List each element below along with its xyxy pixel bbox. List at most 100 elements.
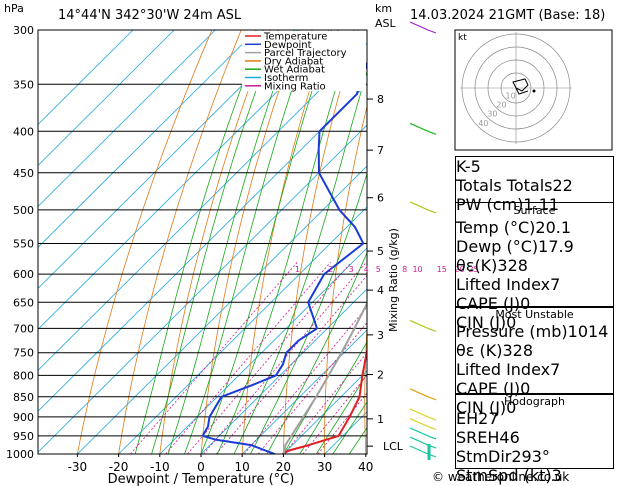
wind-barb-staff	[409, 427, 429, 437]
index-value: 3	[551, 466, 562, 485]
wind-barb-flag	[427, 425, 437, 431]
index-value: 1.11	[523, 195, 560, 214]
isotherm-line	[38, 124, 367, 453]
background-lines	[38, 30, 629, 454]
wind-barb-staff	[409, 436, 429, 446]
x-tick-label: 10	[235, 460, 250, 474]
dry-adiabat-line	[615, 30, 629, 454]
index-label: θε(K)	[456, 256, 498, 275]
index-value: 0	[506, 313, 517, 332]
legend-label: Parcel Trajectory	[264, 48, 347, 59]
index-row: K-5	[456, 157, 613, 176]
pressure-tick-label: 750	[13, 347, 34, 360]
x-tick-label: -20	[109, 460, 129, 474]
legend-label: Wet Adiabat	[264, 65, 325, 76]
pressure-tick-label: 400	[13, 125, 34, 138]
index-value: 27	[478, 409, 499, 428]
dry-adiabat-line	[77, 30, 213, 454]
pressure-tick-label: 450	[13, 167, 34, 180]
index-label: SREH	[456, 428, 500, 447]
pressure-tick-label: 350	[13, 78, 34, 91]
wind-barb-flag	[427, 396, 437, 401]
plot-frame	[37, 29, 368, 455]
mixing-ratio-line	[302, 374, 367, 454]
mixing-ratio-line	[165, 261, 331, 454]
mixing-ratio-label: 8	[402, 265, 407, 274]
index-label: CIN (J)	[456, 398, 507, 417]
index-value: 293°	[511, 447, 550, 466]
x-axis-title: Dewpoint / Temperature (°C)	[108, 472, 295, 486]
series-temperature	[282, 347, 367, 454]
km-tick-label: 3	[377, 329, 384, 342]
pressure-tick-label: 600	[13, 268, 34, 281]
isotherm-line	[77, 165, 367, 454]
index-label: StmDir	[456, 447, 512, 466]
wind-barb-staff	[409, 201, 429, 211]
wind-barb-flag	[427, 416, 437, 421]
most-unstable-title: Most Unstable	[495, 308, 574, 321]
pressure-tick-label: 850	[13, 391, 34, 404]
index-row: Temp (°C)20.1	[456, 218, 613, 237]
index-value: 0	[520, 379, 531, 398]
surface-box: Surface Temp (°C)20.1 Dewp (°C)17.9 θε(K)3…	[455, 202, 614, 332]
most-unstable-box: Most Unstable Pressure (mb)1014 θε (K)328…	[455, 306, 614, 417]
copyright: © weatheronline.co.uk	[432, 470, 570, 484]
profile-series	[201, 60, 367, 454]
pressure-tick-label: 650	[13, 296, 34, 309]
index-label: K	[456, 157, 465, 176]
index-value: 1014	[567, 322, 609, 341]
mixing-ratio-line	[130, 261, 298, 454]
index-row: PW (cm)1.11	[456, 195, 613, 214]
index-label: EH	[456, 409, 479, 428]
index-label: CIN (J)	[456, 313, 507, 332]
legend-label: Isotherm	[264, 73, 308, 84]
index-row: StmSpd (kt)3	[456, 466, 613, 485]
index-row: SREH46	[456, 428, 613, 447]
wet-adiabat-line	[151, 30, 279, 454]
mixing-ratio-label: 25	[468, 265, 478, 274]
wind-barb-staff	[409, 122, 429, 132]
index-label: Pressure (mb)	[456, 322, 568, 341]
pressure-tick-label: 700	[13, 322, 34, 335]
mixing-ratio-label: 3	[349, 265, 354, 274]
km-tick-label: 6	[377, 192, 384, 205]
x-tick-label: 30	[317, 460, 332, 474]
pressure-tick-label: 300	[13, 24, 34, 37]
index-value: 17.9	[538, 237, 574, 256]
wet-adiabat-line	[250, 172, 367, 454]
km-tick-label: LCL	[383, 440, 404, 453]
pressure-tick-label: 800	[13, 369, 34, 382]
index-value: 328	[497, 256, 528, 275]
dry-adiabat-line	[364, 321, 367, 454]
legend-label: Dry Adiabat	[264, 56, 323, 67]
index-row: θε(K)328	[456, 256, 613, 275]
wind-barb-staff	[409, 408, 429, 418]
index-row: StmDir293°	[456, 447, 613, 466]
mixing-ratio-line	[203, 261, 367, 454]
wet-adiabat-line	[316, 373, 367, 454]
hodograph-title: Hodograph	[504, 395, 565, 408]
wet-adiabat-line	[332, 401, 367, 454]
mixing-ratio-label: 1	[295, 265, 300, 274]
hpa-unit-label: hPa	[4, 2, 24, 15]
index-label: Totals Totals	[456, 176, 553, 195]
isotherm-line	[38, 30, 175, 166]
isotherm-line	[38, 30, 134, 126]
isotherm-line	[38, 30, 257, 248]
index-value: 7	[550, 360, 561, 379]
wind-barb-flag	[427, 435, 437, 440]
mixing-ratio-line	[317, 392, 367, 454]
x-tick-label: 20	[276, 460, 291, 474]
wind-barb-staff	[409, 445, 429, 455]
x-tick-label: 40	[358, 460, 373, 474]
isotherm-line	[200, 288, 367, 454]
mixing-ratio-label: 15	[437, 265, 447, 274]
wind-barb-staff	[409, 21, 429, 31]
wind-barb-staff	[409, 319, 429, 329]
mixing-ratio-label: 5	[376, 265, 381, 274]
hodograph-ring-label: 40	[478, 119, 488, 128]
isotherm-line	[159, 247, 367, 454]
km-tick-label: 2	[377, 369, 384, 382]
index-row: Lifted Index7	[456, 360, 613, 379]
datetime-title: 14.03.2024 21GMT (Base: 18)	[410, 8, 606, 23]
